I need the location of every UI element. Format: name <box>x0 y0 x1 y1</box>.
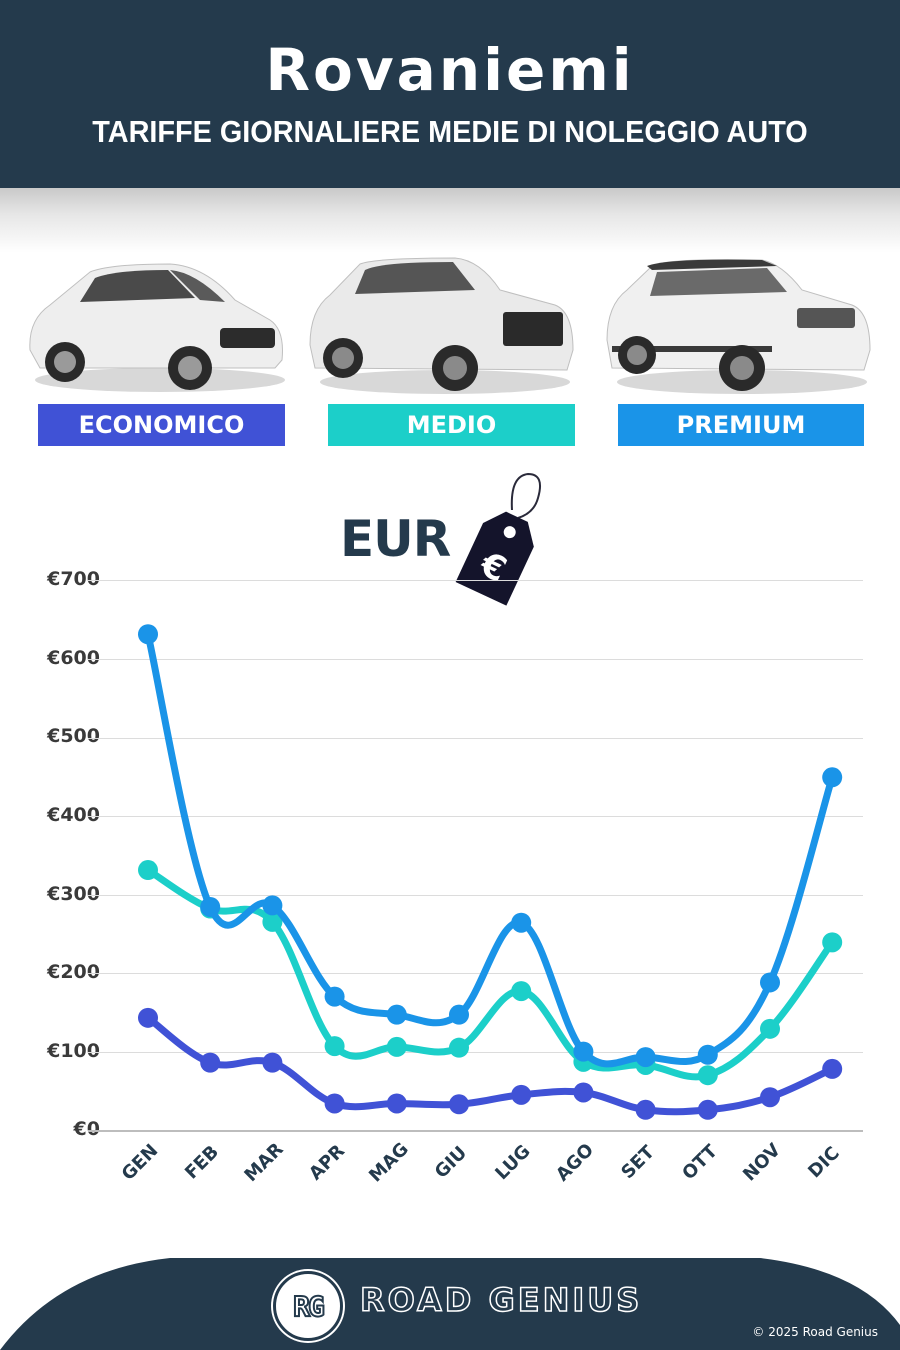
suv-car-image <box>305 250 575 400</box>
data-point <box>697 1065 718 1086</box>
data-point <box>511 981 532 1002</box>
gridline <box>88 973 863 974</box>
data-point <box>822 1058 843 1079</box>
data-point <box>262 911 283 932</box>
page-title: Rovaniemi <box>265 36 635 104</box>
luxury-suv-car-image <box>602 250 872 400</box>
y-tick-label: €0 <box>73 1118 100 1140</box>
page-subtitle: TARIFFE GIORNALIERE MEDIE DI NOLEGGIO AU… <box>92 114 808 149</box>
gridline <box>88 659 863 660</box>
data-point <box>449 1004 469 1025</box>
data-point <box>697 1044 718 1065</box>
data-point <box>386 1004 407 1025</box>
data-point <box>511 912 532 933</box>
data-point <box>760 1087 780 1108</box>
header-banner: Rovaniemi TARIFFE GIORNALIERE MEDIE DI N… <box>0 0 900 188</box>
data-point <box>635 1099 656 1120</box>
gridline <box>88 580 863 581</box>
y-tick-label: €600 <box>47 647 100 669</box>
data-point <box>324 1036 345 1057</box>
data-point <box>262 1052 283 1073</box>
car-images <box>0 250 900 400</box>
data-point <box>386 1036 407 1057</box>
y-tick-label: €300 <box>47 883 100 905</box>
brand-name: ROAD GENIUS <box>359 1280 643 1320</box>
gridline <box>88 738 863 739</box>
line-chart: €700 €600 €500 €400 €300 €200 €100 €0 GE… <box>0 560 900 1260</box>
footer: RG ROAD GENIUS © 2025 Road Genius <box>0 1255 900 1350</box>
y-tick-label: €400 <box>47 804 100 826</box>
data-point <box>324 1093 345 1114</box>
copyright-text: © 2025 Road Genius <box>752 1325 878 1339</box>
y-tick-label: €500 <box>47 725 100 747</box>
category-badge-economico: ECONOMICO <box>38 404 285 446</box>
series-line-medio <box>144 866 836 1081</box>
data-point <box>511 1084 532 1105</box>
data-point <box>200 896 221 917</box>
data-point <box>324 986 345 1007</box>
category-label: MEDIO <box>406 411 497 439</box>
data-point <box>262 895 283 916</box>
data-point <box>573 1082 594 1103</box>
data-point <box>573 1041 594 1062</box>
gridline <box>88 816 863 817</box>
data-point <box>138 624 158 645</box>
data-point <box>822 767 843 788</box>
y-tick-label: €200 <box>47 961 100 983</box>
plot-area <box>138 624 843 1120</box>
gridline <box>88 895 863 896</box>
y-tick-label: €100 <box>47 1040 100 1062</box>
data-point <box>449 1037 469 1058</box>
series-line-premium <box>144 630 836 1068</box>
data-point <box>449 1094 469 1115</box>
data-point <box>635 1047 656 1068</box>
data-point <box>138 1007 158 1028</box>
data-point <box>760 972 780 993</box>
hatchback-car-image <box>20 250 290 400</box>
data-point <box>760 1018 780 1039</box>
y-tick-label: €700 <box>47 568 100 590</box>
gridline <box>88 1052 863 1053</box>
data-point <box>138 860 158 881</box>
category-label: PREMIUM <box>676 411 806 439</box>
currency-label: EUR <box>340 510 451 568</box>
data-point <box>822 932 843 953</box>
data-point <box>697 1099 718 1120</box>
data-point <box>200 1052 221 1073</box>
road-genius-logo-icon: RG <box>273 1271 343 1341</box>
x-axis-baseline <box>88 1130 863 1132</box>
category-label: ECONOMICO <box>78 411 245 439</box>
category-badge-premium: PREMIUM <box>618 404 864 446</box>
category-badge-medio: MEDIO <box>328 404 575 446</box>
header-shadow <box>0 188 900 253</box>
data-point <box>386 1093 407 1114</box>
euro-price-tag-icon: € <box>450 468 550 613</box>
